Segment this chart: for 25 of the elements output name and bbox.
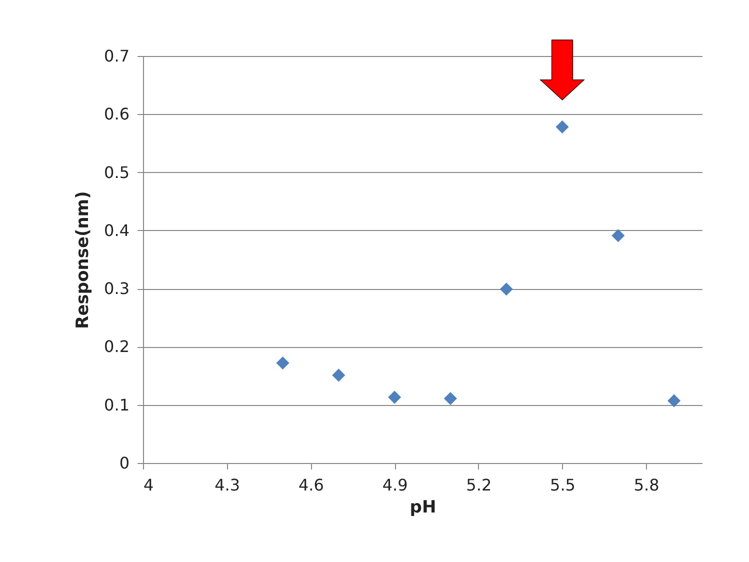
y-tick-label: 0 bbox=[119, 454, 130, 472]
y-tick-label: 0.1 bbox=[104, 395, 130, 414]
x-axis-title: pH bbox=[410, 498, 436, 518]
x-tick-label: 4.3 bbox=[214, 476, 240, 494]
y-tick-label: 0.7 bbox=[104, 46, 130, 66]
y-tick-label: 0.3 bbox=[104, 279, 130, 298]
x-tick-label: 4.9 bbox=[382, 476, 408, 494]
y-axis-title: Response(nm) bbox=[73, 191, 94, 329]
point bbox=[388, 390, 402, 404]
y-tick-label: 0.6 bbox=[104, 104, 130, 124]
x-tick-label: 4.6 bbox=[298, 476, 324, 494]
point bbox=[668, 394, 681, 408]
point bbox=[500, 282, 513, 296]
point bbox=[332, 368, 346, 382]
y-tick-label: 0.5 bbox=[104, 162, 130, 182]
x-tick-label: 4 bbox=[144, 476, 154, 494]
x-tick-label: 5.8 bbox=[634, 476, 660, 494]
y-tick-label: 0.2 bbox=[104, 337, 130, 356]
point bbox=[276, 356, 290, 370]
point bbox=[612, 229, 625, 242]
y-tick-label: 0.4 bbox=[104, 220, 130, 240]
x-tick-label: 5.5 bbox=[550, 476, 576, 494]
point bbox=[444, 392, 457, 405]
x-tick-label: 5.2 bbox=[466, 476, 492, 494]
point bbox=[556, 120, 569, 134]
